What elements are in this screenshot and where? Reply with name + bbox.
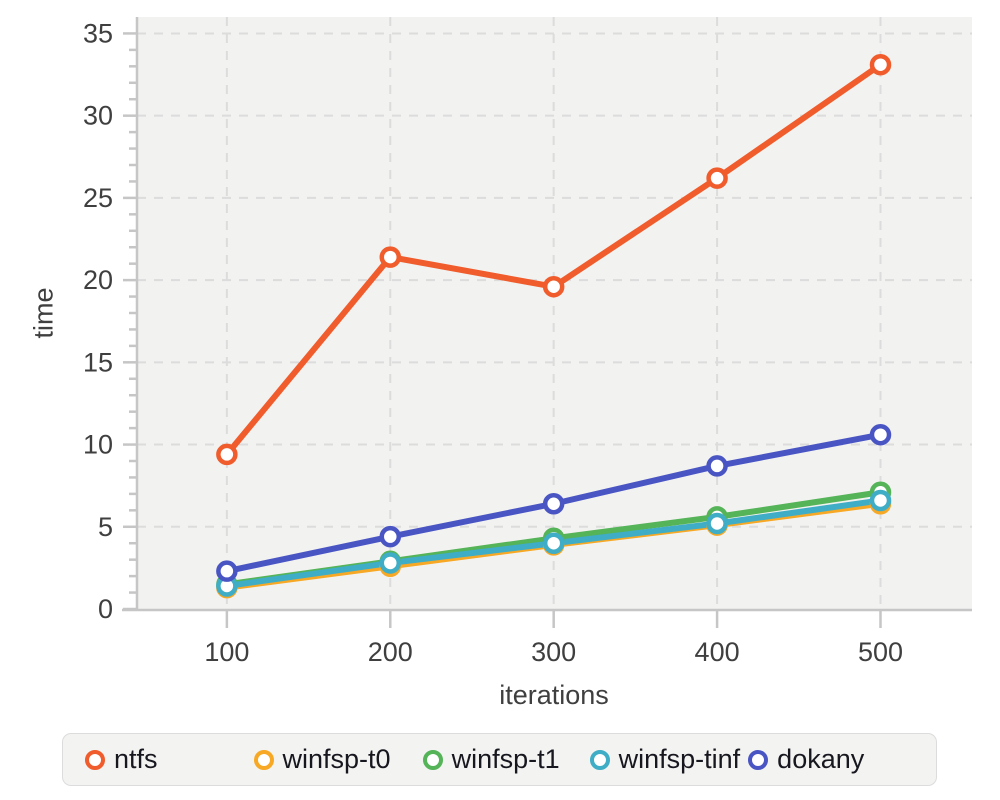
legend-marker-icon — [422, 749, 443, 770]
legend-label: winfsp-tinf — [618, 744, 741, 774]
legend-marker-icon — [748, 749, 769, 770]
legend-item-ntfs[interactable]: ntfs — [85, 744, 158, 775]
legend-label: dokany — [777, 744, 865, 774]
axes — [122, 17, 972, 628]
marker-ntfs — [379, 246, 402, 268]
marker-winfsp-tinf — [379, 552, 402, 574]
y-tick-label: 30 — [83, 101, 113, 131]
legend-label: winfsp-t0 — [282, 744, 391, 774]
y-tick-label: 5 — [98, 512, 113, 542]
y-axis-title: time — [28, 287, 59, 339]
x-tick-label: 400 — [695, 637, 740, 667]
legend: ntfs winfsp-t0 winfsp-t1 winfsp-tinf dokany — [62, 733, 937, 786]
marker-dokany — [379, 525, 402, 548]
marker-dokany — [542, 493, 565, 515]
y-tick-label: 25 — [83, 183, 113, 213]
marker-ntfs — [869, 53, 892, 76]
y-tick-label: 15 — [83, 347, 113, 377]
marker-ntfs — [542, 275, 565, 298]
legend-item-winfsp-t1[interactable]: winfsp-t1 — [422, 744, 560, 775]
marker-winfsp-tinf — [706, 512, 728, 535]
marker-winfsp-tinf — [542, 532, 565, 554]
legend-label: winfsp-t1 — [451, 744, 560, 774]
y-tick-label: 10 — [83, 430, 113, 460]
marker-dokany — [869, 423, 892, 446]
x-axis-title: iterations — [499, 680, 609, 710]
legend-label: ntfs — [114, 744, 158, 774]
legend-item-dokany[interactable]: dokany — [748, 744, 864, 775]
legend-item-winfsp-tinf[interactable]: winfsp-tinf — [589, 744, 741, 775]
series-markers — [216, 53, 892, 599]
x-tick-label: 200 — [368, 637, 413, 667]
marker-dokany — [706, 455, 728, 477]
y-tick-label: 20 — [83, 265, 113, 295]
x-tick-label: 300 — [531, 637, 576, 667]
x-tick-label: 100 — [204, 637, 249, 667]
legend-marker-icon — [589, 749, 610, 770]
tick-labels: 0 5 10 15 20 25 30 35 100 200 300 400 500 — [83, 18, 903, 667]
y-tick-label: 0 — [98, 594, 113, 624]
marker-winfsp-tinf — [869, 489, 892, 512]
marker-ntfs — [706, 167, 728, 189]
marker-ntfs — [216, 443, 238, 466]
x-tick-label: 500 — [858, 637, 903, 667]
legend-marker-icon — [253, 749, 274, 770]
marker-dokany — [216, 560, 238, 582]
y-tick-label: 35 — [83, 18, 113, 48]
legend-item-winfsp-t0[interactable]: winfsp-t0 — [253, 744, 391, 775]
legend-marker-icon — [85, 749, 105, 770]
